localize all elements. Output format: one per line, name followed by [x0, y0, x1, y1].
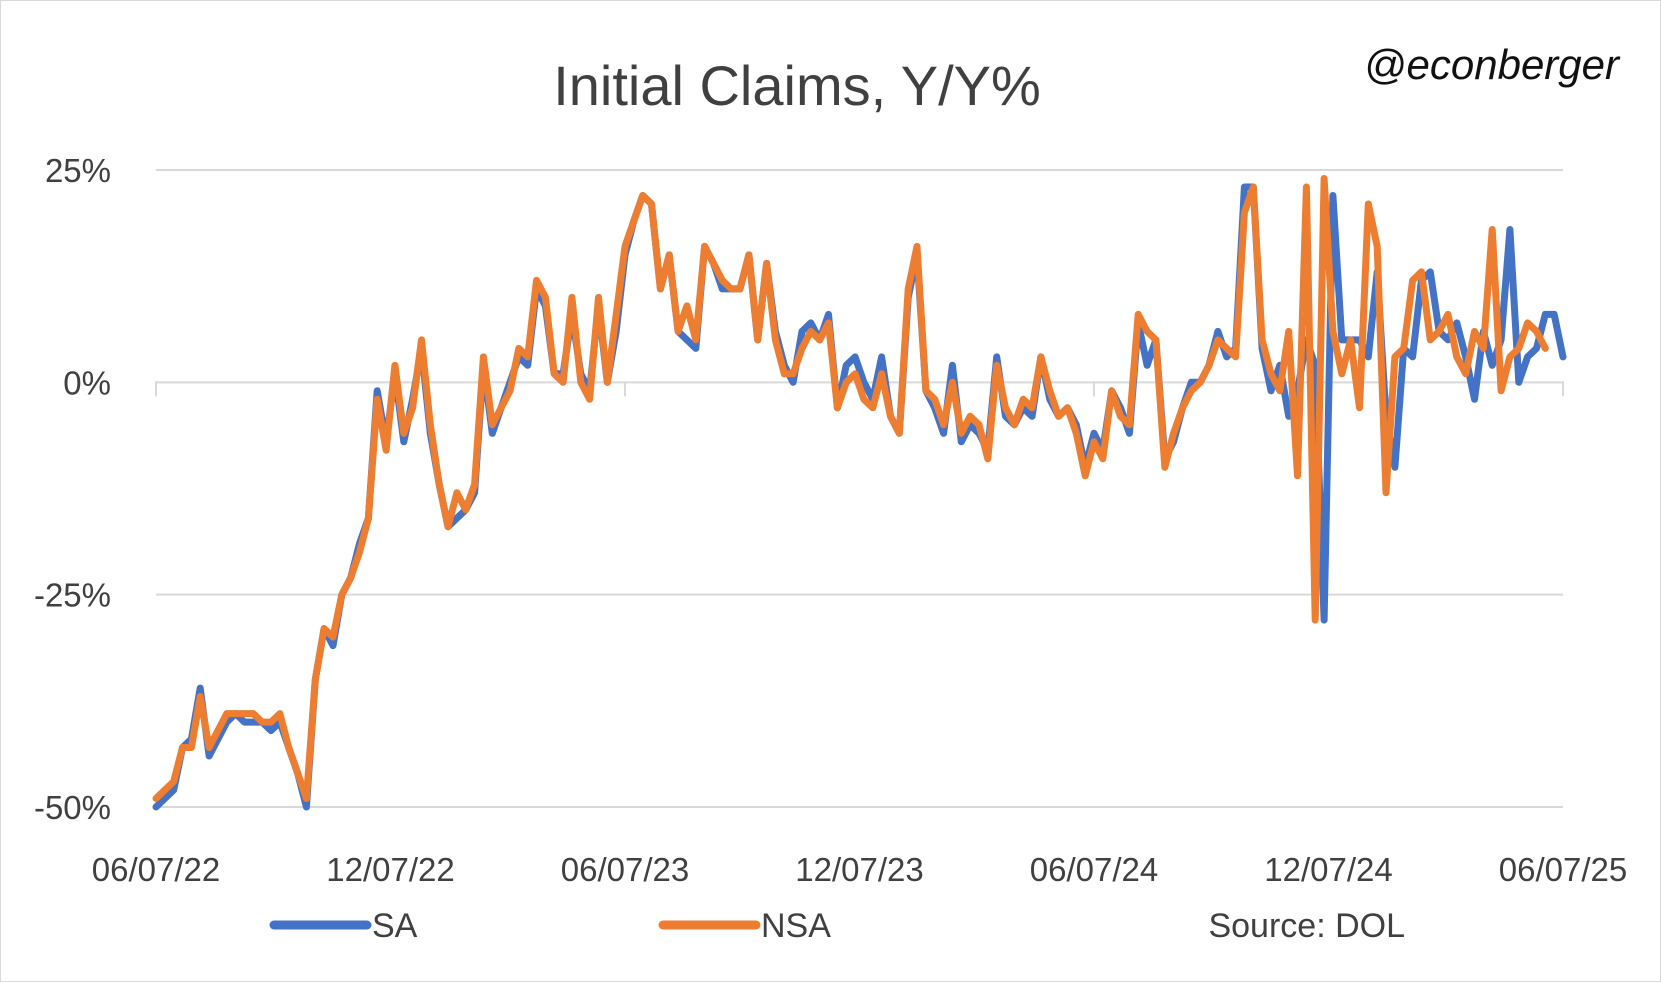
- y-tick-label: -50%: [34, 789, 111, 826]
- series-line-nsa: [152, 175, 1549, 802]
- legend: SA NSA: [269, 907, 831, 945]
- x-tick-label: 06/07/25: [1499, 851, 1627, 888]
- x-tick-label: 06/07/22: [92, 851, 220, 888]
- x-tick-label: 12/07/22: [326, 851, 454, 888]
- source-note: Source: DOL: [1208, 907, 1405, 945]
- x-tick-label: 12/07/24: [1264, 851, 1392, 888]
- legend-label-nsa: NSA: [761, 907, 831, 945]
- x-tick-label: 12/07/23: [795, 851, 923, 888]
- series-lines: [152, 175, 1567, 811]
- x-tick-label: 06/07/24: [1030, 851, 1158, 888]
- legend-label-sa: SA: [372, 907, 418, 945]
- y-tick-label: 25%: [45, 152, 111, 189]
- author-handle: @econberger: [1364, 41, 1621, 88]
- x-tick-label: 06/07/23: [561, 851, 689, 888]
- y-tick-label: -25%: [34, 577, 111, 614]
- x-axis-ticks: 06/07/22 12/07/22 06/07/23 12/07/23 06/07/24…: [92, 381, 1627, 888]
- y-tick-label: 0%: [63, 364, 111, 401]
- chart-title: Initial Claims, Y/Y%: [553, 54, 1041, 117]
- y-axis-ticks: 25% 0% -25% -50%: [34, 152, 111, 826]
